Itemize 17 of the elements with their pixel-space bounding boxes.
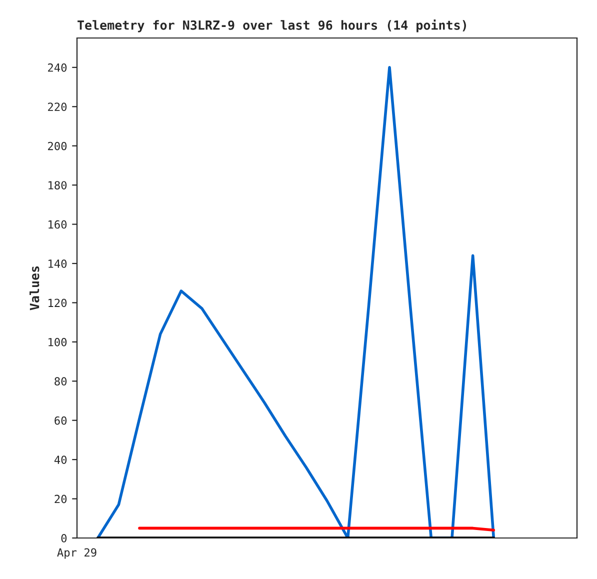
chart-title: Telemetry for N3LRZ-9 over last 96 hours (14 points) [78, 20, 466, 32]
y-axis-title: Values [30, 266, 40, 310]
y-tick-label: 240 [48, 63, 67, 72]
y-tick-label: 140 [48, 259, 67, 268]
y-tick-label: 80 [54, 377, 67, 386]
y-tick-label: 120 [48, 298, 67, 308]
y-tick-label: 40 [54, 456, 67, 464]
y-tick-label: 100 [48, 338, 67, 346]
line-series [96, 66, 496, 538]
y-tick-label: 160 [48, 220, 67, 229]
text: Apr 29 [57, 548, 96, 559]
y-tick-label: 180 [48, 181, 67, 190]
y-tick-label: 200 [48, 142, 67, 150]
y-tick-label: 60 [54, 416, 67, 425]
y-tick-label: 20 [54, 494, 67, 504]
y-tick-label: 0 [61, 534, 67, 542]
y-tick-label: 220 [48, 102, 67, 112]
